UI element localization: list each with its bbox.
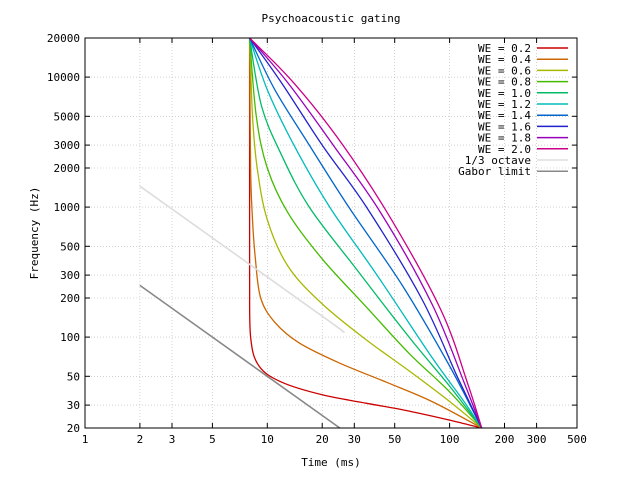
x-tick-label: 30 (348, 433, 361, 446)
series-layer (139, 37, 483, 429)
y-tick-label: 50 (67, 370, 80, 383)
series-line (249, 37, 483, 429)
series-line (249, 37, 483, 429)
series-line (248, 37, 483, 429)
series-line (139, 185, 345, 333)
legend-label: 1/3 octave (465, 154, 531, 167)
x-tick-label: 3 (169, 433, 176, 446)
x-tick-label: 200 (495, 433, 515, 446)
y-tick-label: 5000 (54, 110, 81, 123)
x-tick-label: 500 (567, 433, 587, 446)
series-line (249, 37, 483, 429)
x-tick-label: 300 (527, 433, 547, 446)
y-tick-label: 500 (60, 240, 80, 253)
legend: WE = 0.2WE = 0.4WE = 0.6WE = 0.8WE = 1.0… (458, 42, 568, 178)
x-tick-label: 2 (137, 433, 144, 446)
x-tick-label: 5 (209, 433, 216, 446)
chart-title: Psychoacoustic gating (261, 12, 400, 25)
y-tick-label: 1000 (54, 201, 81, 214)
legend-label: Gabor limit (458, 165, 531, 178)
tick-layer: 1 2 3 5 10 20 30 50 100 200 300 500 20 30 50 100 200 300 5… (47, 32, 587, 446)
y-tick-label: 20000 (47, 32, 80, 45)
series-line (249, 37, 483, 429)
legend-label: WE = 1.2 (478, 98, 531, 111)
y-tick-label: 300 (60, 269, 80, 282)
legend-label: WE = 1.0 (478, 87, 531, 100)
series-line (139, 284, 341, 429)
series-line (248, 37, 483, 429)
y-tick-label: 100 (60, 331, 80, 344)
y-tick-label: 3000 (54, 139, 81, 152)
legend-label: WE = 1.6 (478, 120, 531, 133)
y-tick-label: 30 (67, 399, 80, 412)
y-tick-label: 2000 (54, 162, 81, 175)
x-tick-label: 1 (82, 433, 89, 446)
legend-label: WE = 0.8 (478, 76, 531, 89)
grid-layer (85, 38, 577, 428)
x-tick-label: 10 (261, 433, 274, 446)
y-tick-label: 200 (60, 292, 80, 305)
legend-label: WE = 0.6 (478, 64, 531, 77)
legend-label: WE = 0.2 (478, 42, 531, 55)
x-tick-label: 50 (388, 433, 401, 446)
y-axis-title: Frequency (Hz) (28, 187, 41, 280)
y-tick-label: 10000 (47, 71, 80, 84)
legend-label: WE = 1.4 (478, 109, 531, 122)
legend-label: WE = 1.8 (478, 132, 531, 145)
y-tick-label: 20 (67, 422, 80, 435)
x-tick-label: 100 (440, 433, 460, 446)
series-line (248, 37, 483, 429)
series-line (248, 37, 482, 429)
legend-label: WE = 0.4 (478, 53, 531, 66)
x-axis-title: Time (ms) (301, 456, 361, 469)
series-line (248, 37, 483, 429)
x-tick-label: 20 (316, 433, 329, 446)
plot-frame (84, 37, 578, 429)
legend-label: WE = 2.0 (478, 143, 531, 156)
series-line (248, 37, 483, 429)
